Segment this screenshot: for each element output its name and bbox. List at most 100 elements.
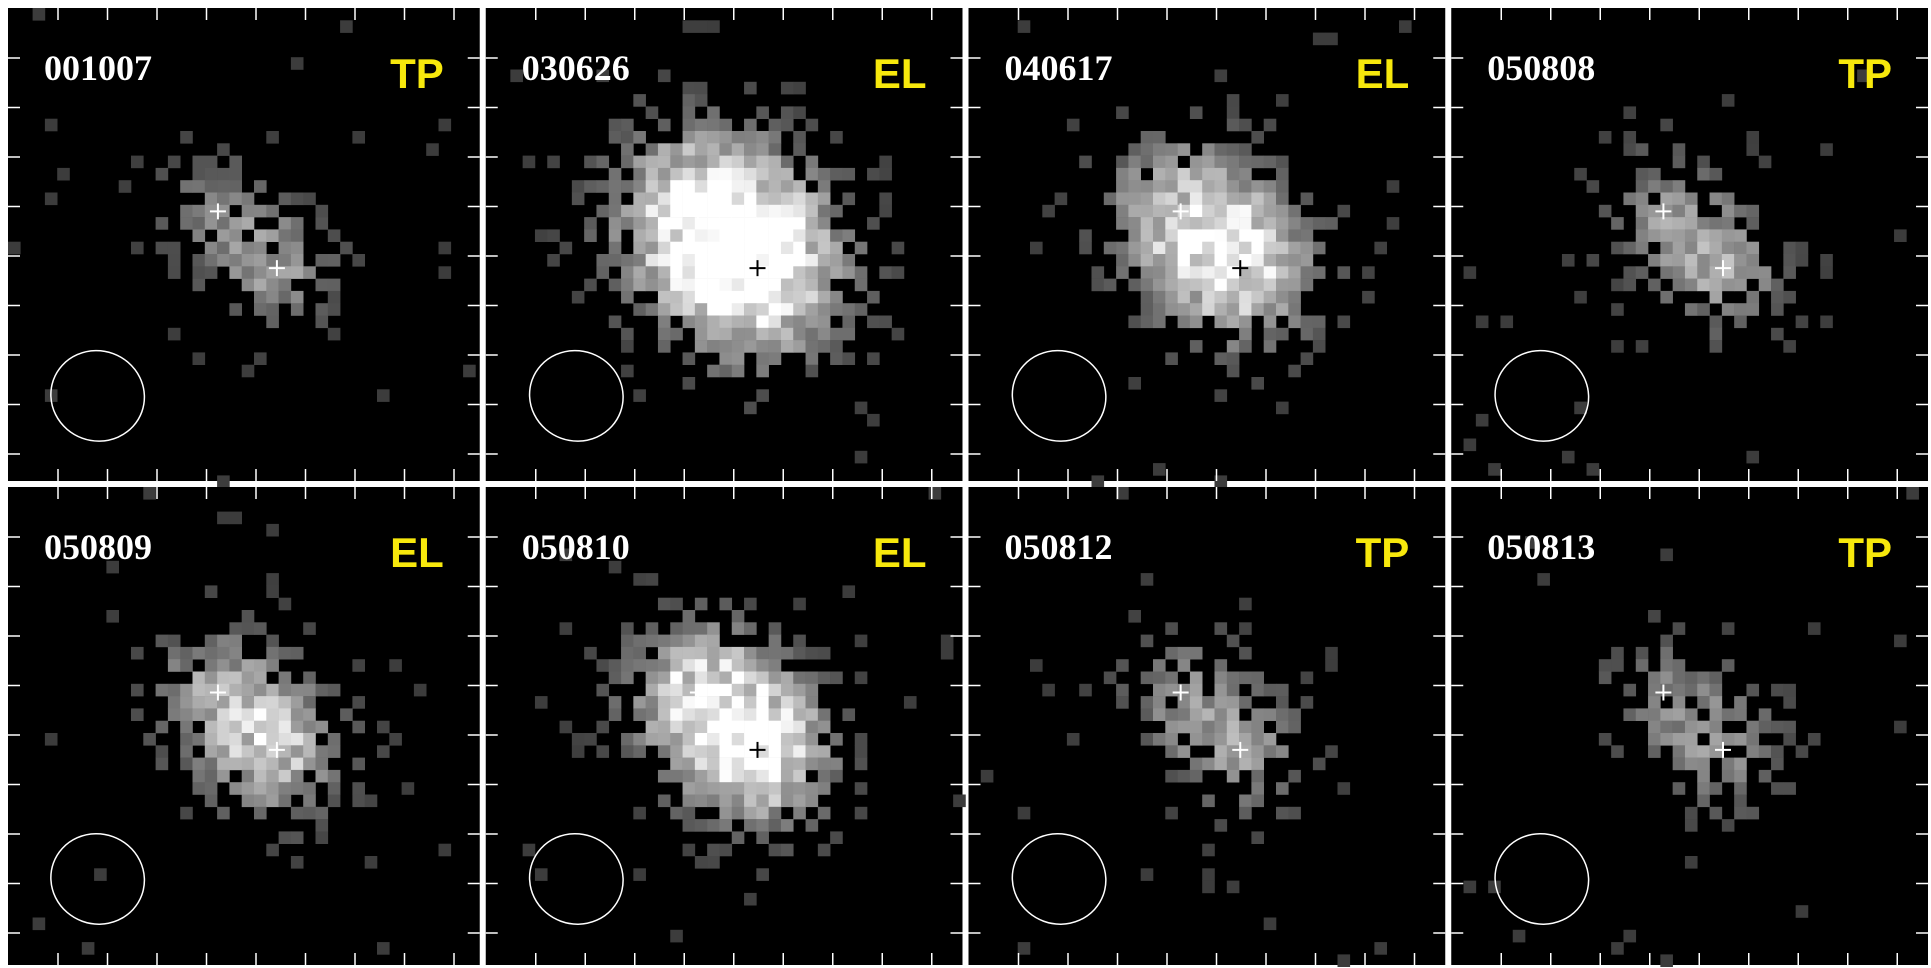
pixel — [769, 844, 782, 857]
pixel — [1685, 193, 1698, 206]
pixel — [1697, 758, 1710, 771]
pixel — [855, 782, 868, 795]
pixel — [1227, 721, 1240, 734]
pixel — [254, 733, 267, 746]
pixel — [156, 168, 169, 181]
pixel — [1227, 881, 1240, 894]
pixel — [242, 659, 255, 672]
pixel — [1178, 721, 1191, 734]
pixel — [818, 180, 831, 193]
pixel — [769, 340, 782, 353]
pixel — [1734, 782, 1747, 795]
pixel — [1746, 266, 1759, 279]
pixel — [695, 795, 708, 808]
pixel — [1685, 721, 1698, 734]
pixel — [793, 696, 806, 709]
pixel — [609, 205, 622, 218]
pixel — [217, 672, 230, 685]
pixel — [830, 242, 843, 255]
pixel — [45, 193, 58, 206]
pixel — [547, 156, 560, 169]
pixel — [439, 119, 452, 132]
pixel — [732, 266, 745, 279]
pixel — [266, 585, 279, 598]
pixel — [621, 635, 634, 648]
pixel — [1264, 279, 1277, 292]
pixel — [217, 659, 230, 672]
pixel — [584, 229, 597, 242]
pixel — [719, 770, 732, 783]
pixel — [646, 721, 659, 734]
pixel — [1264, 340, 1277, 353]
pixel — [352, 254, 365, 267]
pixel — [621, 328, 634, 341]
pixel — [633, 180, 646, 193]
pixel — [621, 266, 634, 279]
pixel — [1178, 316, 1191, 329]
pixel — [1227, 635, 1240, 648]
pixel — [695, 672, 708, 685]
pixel — [646, 672, 659, 685]
pixel — [769, 819, 782, 832]
pixel — [732, 180, 745, 193]
pixel — [1251, 266, 1264, 279]
pixel — [1276, 721, 1289, 734]
pixel — [719, 229, 732, 242]
pixel — [707, 217, 720, 230]
pixel — [855, 279, 868, 292]
pixel — [1067, 733, 1080, 746]
pixel — [303, 733, 316, 746]
pixel — [1636, 242, 1649, 255]
pixel — [1783, 721, 1796, 734]
pixel — [229, 758, 242, 771]
pixel — [596, 254, 609, 267]
pixel — [1771, 758, 1784, 771]
pixel — [683, 782, 696, 795]
pixel — [756, 242, 769, 255]
pixel — [291, 254, 304, 267]
pixel — [1325, 217, 1338, 230]
pixel — [1710, 696, 1723, 709]
pixel — [1202, 868, 1215, 881]
pixel — [1141, 205, 1154, 218]
pixel — [793, 279, 806, 292]
pixel — [584, 217, 597, 230]
pixel — [1710, 340, 1723, 353]
pixel — [217, 168, 230, 181]
pixel — [806, 352, 819, 365]
pixel — [1251, 217, 1264, 230]
pixel — [1141, 672, 1154, 685]
pixel — [1239, 193, 1252, 206]
pixel — [523, 844, 536, 857]
pixel — [1251, 279, 1264, 292]
pixel — [1722, 708, 1735, 721]
pixel — [683, 20, 696, 33]
pixel — [769, 758, 782, 771]
pixel — [291, 733, 304, 746]
pixel — [1623, 684, 1636, 697]
pixel — [695, 217, 708, 230]
pixel — [830, 205, 843, 218]
pixel — [744, 758, 757, 771]
pixel — [744, 733, 757, 746]
pixel — [1648, 229, 1661, 242]
pixel — [266, 659, 279, 672]
pixel — [328, 733, 341, 746]
pixel — [1697, 795, 1710, 808]
pixel — [793, 721, 806, 734]
pixel — [205, 242, 218, 255]
pixel — [658, 70, 671, 83]
pixel — [658, 303, 671, 316]
pixel — [658, 328, 671, 341]
pixel — [1734, 733, 1747, 746]
pixel — [242, 795, 255, 808]
pixel — [769, 303, 782, 316]
pixel — [769, 635, 782, 648]
pixel — [547, 254, 560, 267]
pixel — [1476, 316, 1489, 329]
pixel — [781, 782, 794, 795]
pixel — [707, 168, 720, 181]
pixel — [707, 647, 720, 660]
pixel — [855, 242, 868, 255]
pixel — [781, 316, 794, 329]
